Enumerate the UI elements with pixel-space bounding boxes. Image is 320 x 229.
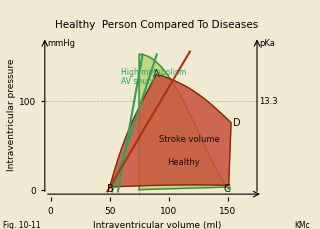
Polygon shape	[139, 55, 230, 190]
Text: KMc: KMc	[295, 220, 310, 229]
Text: AV shunt: AV shunt	[121, 76, 156, 85]
Text: mmHg: mmHg	[47, 39, 75, 48]
Text: Healthy: Healthy	[168, 157, 200, 166]
Text: Stroke volume: Stroke volume	[159, 134, 220, 143]
Text: Fig. 10-11: Fig. 10-11	[3, 220, 41, 229]
Polygon shape	[110, 75, 231, 187]
Y-axis label: Intraventricular pressure: Intraventricular pressure	[7, 58, 16, 171]
Text: 13.3: 13.3	[260, 97, 278, 106]
Text: pKa: pKa	[260, 39, 275, 48]
Text: High metabolism: High metabolism	[121, 68, 187, 77]
Text: B: B	[107, 184, 114, 194]
Text: C: C	[224, 184, 231, 194]
Title: Healthy  Person Compared To Diseases: Healthy Person Compared To Diseases	[55, 20, 259, 30]
X-axis label: Intraventricular volume (ml): Intraventricular volume (ml)	[92, 221, 221, 229]
Text: A: A	[153, 68, 160, 78]
Text: D: D	[233, 117, 241, 127]
